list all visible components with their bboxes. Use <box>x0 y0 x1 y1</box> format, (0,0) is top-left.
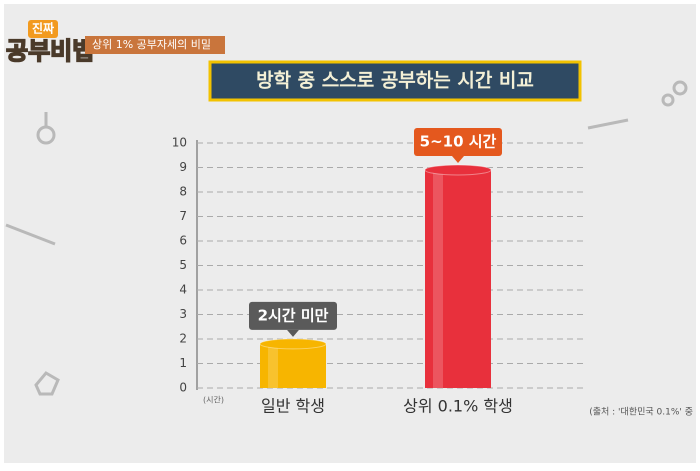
y-tick-label: 8 <box>179 185 187 199</box>
annotation-pointer <box>287 329 299 337</box>
bar <box>260 343 326 388</box>
annotation-box <box>414 127 502 156</box>
annotation: 2시간 미만 <box>258 306 329 324</box>
bar-top <box>259 338 327 350</box>
bar-highlight <box>268 343 278 388</box>
x-tick-label: 일반 학생 <box>261 397 325 416</box>
y-tick-label: 0 <box>179 381 187 395</box>
bar <box>425 169 491 388</box>
y-tick-label: 10 <box>172 136 187 150</box>
subtitle-bar <box>85 36 225 54</box>
bar-top <box>424 164 492 176</box>
annotation: 5~10 시간 <box>420 132 497 150</box>
y-tick-label: 1 <box>179 356 187 370</box>
y-tick-label: 2 <box>179 332 187 346</box>
title-box <box>208 60 582 102</box>
y-tick-label: 5 <box>179 258 187 272</box>
y-tick-label: 6 <box>179 234 187 248</box>
y-tick-label: 7 <box>179 209 187 223</box>
y-tick-label: 9 <box>179 160 187 174</box>
annotation-pointer <box>452 155 464 163</box>
logo-badge <box>28 20 58 38</box>
source: (출처 : '대한민국 0.1%' 중 <box>589 406 693 418</box>
y-tick-label: 4 <box>179 283 187 297</box>
y-unit: (시간) <box>203 395 224 405</box>
chart-title: 방학 중 스스로 공부하는 시간 비교 <box>256 70 534 92</box>
annotation-box <box>249 301 337 330</box>
logo-main: 공부비법 <box>6 37 94 65</box>
y-tick-label: 3 <box>179 307 187 321</box>
logo-small: 진짜 <box>32 21 54 36</box>
decoration <box>5 80 688 396</box>
bar-highlight <box>433 169 443 388</box>
x-tick-label: 상위 0.1% 학생 <box>403 397 513 416</box>
subtitle: 상위 1% 공부자세의 비밀 <box>92 38 211 51</box>
